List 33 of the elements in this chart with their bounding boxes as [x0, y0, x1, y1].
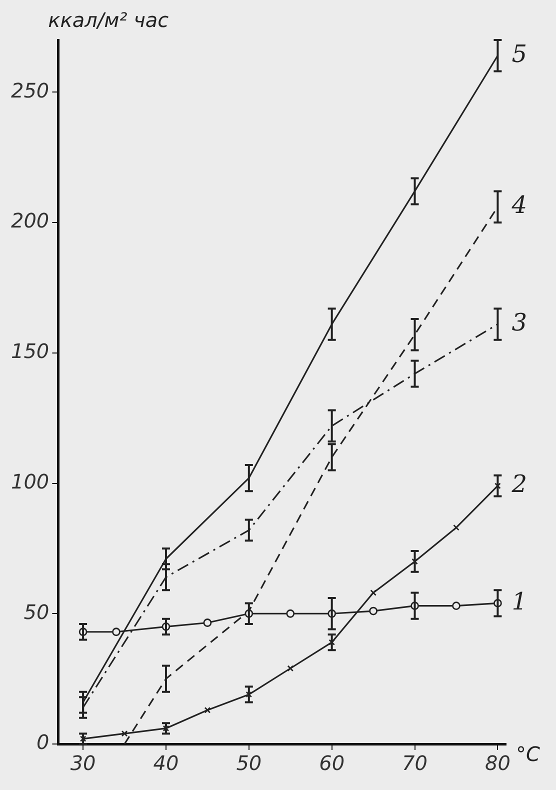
series-label: 1	[512, 587, 527, 616]
series-label: 2	[510, 470, 527, 498]
y-tick-label: 200	[10, 208, 50, 233]
y-tick-label: 250	[10, 78, 50, 102]
x-tick-label: 40	[153, 751, 179, 776]
point	[412, 558, 418, 565]
point	[494, 482, 501, 490]
y-tick-label: 100	[10, 469, 50, 494]
x-tick-label: 50	[236, 751, 262, 776]
point	[328, 639, 336, 646]
x-tick-label: 70	[402, 751, 428, 776]
point	[370, 590, 376, 596]
point	[453, 524, 460, 531]
point	[112, 628, 120, 636]
x-axis-title: °C	[516, 742, 540, 766]
x-tick-label: 30	[70, 751, 96, 776]
x-tick-label: 80	[484, 751, 510, 776]
y-axis-title: ккал/м² час	[48, 8, 169, 32]
series-label: 3	[512, 308, 527, 336]
point	[287, 665, 294, 672]
y-tick-label: 50	[24, 600, 50, 624]
series-label: 4	[510, 191, 527, 220]
point	[203, 618, 212, 627]
point	[369, 606, 378, 616]
series-label: 5	[512, 40, 527, 68]
x-tick-label: 60	[319, 751, 345, 776]
point	[286, 609, 295, 618]
y-tick-label: 0	[36, 730, 50, 754]
point	[246, 691, 252, 698]
point	[204, 706, 211, 714]
point	[121, 730, 128, 737]
point	[452, 602, 460, 610]
y-tick-label: 150	[10, 339, 50, 364]
